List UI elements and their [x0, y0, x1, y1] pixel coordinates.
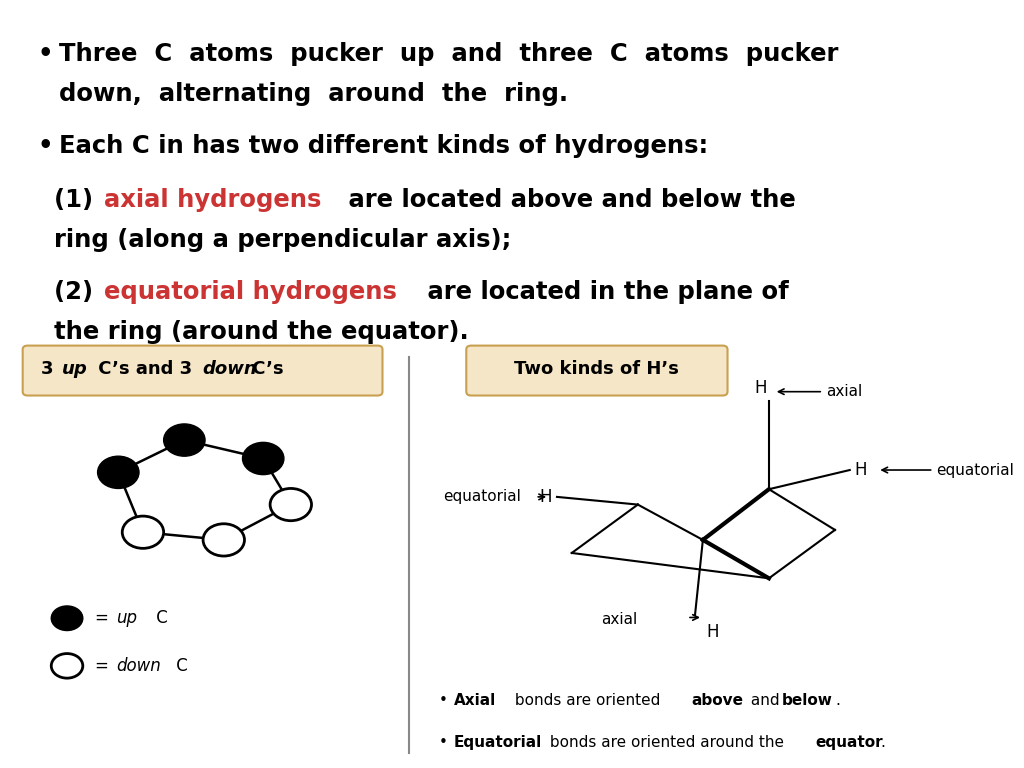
Text: H: H: [540, 488, 552, 506]
Text: up: up: [62, 360, 88, 379]
Text: C: C: [151, 609, 168, 627]
Text: equatorial hydrogens: equatorial hydrogens: [103, 280, 396, 304]
Text: below: below: [781, 693, 833, 708]
Text: Equatorial: Equatorial: [454, 735, 542, 750]
Text: Axial: Axial: [454, 693, 496, 708]
Text: equatorial: equatorial: [937, 462, 1015, 478]
Text: up: up: [117, 609, 137, 627]
Text: Each C in has two different kinds of hydrogens:: Each C in has two different kinds of hyd…: [59, 134, 709, 158]
Text: equatorial: equatorial: [443, 489, 521, 505]
Text: Three  C  atoms  pucker  up  and  three  C  atoms  pucker: Three C atoms pucker up and three C atom…: [59, 42, 839, 66]
Circle shape: [51, 654, 83, 678]
Circle shape: [203, 524, 245, 556]
Text: •: •: [438, 693, 453, 708]
Text: are located in the plane of: are located in the plane of: [419, 280, 788, 304]
Text: C’s: C’s: [247, 360, 284, 379]
Text: are located above and below the: are located above and below the: [340, 188, 796, 212]
Text: C’s and 3: C’s and 3: [92, 360, 198, 379]
Circle shape: [164, 424, 205, 456]
Circle shape: [51, 606, 83, 631]
Text: above: above: [691, 693, 743, 708]
Text: =: =: [94, 657, 114, 675]
Text: ring (along a perpendicular axis);: ring (along a perpendicular axis);: [54, 228, 512, 252]
Text: the ring (around the equator).: the ring (around the equator).: [54, 320, 469, 344]
Text: bonds are oriented around the: bonds are oriented around the: [545, 735, 790, 750]
Text: axial hydrogens: axial hydrogens: [103, 188, 321, 212]
FancyBboxPatch shape: [466, 346, 727, 396]
Text: equator: equator: [815, 735, 883, 750]
Text: Two kinds of H’s: Two kinds of H’s: [514, 360, 679, 379]
Text: H: H: [707, 623, 719, 641]
Text: (2): (2): [54, 280, 101, 304]
Text: H: H: [855, 461, 867, 479]
Text: .: .: [835, 693, 840, 708]
Text: axial: axial: [601, 611, 638, 627]
Text: •: •: [38, 42, 53, 66]
Text: axial: axial: [826, 384, 862, 399]
Circle shape: [122, 516, 164, 548]
Circle shape: [270, 488, 311, 521]
Text: 3: 3: [41, 360, 60, 379]
Text: •: •: [38, 134, 53, 158]
Text: down: down: [202, 360, 257, 379]
Text: C: C: [171, 657, 187, 675]
Text: and: and: [746, 693, 784, 708]
Text: H: H: [755, 379, 767, 397]
Text: down: down: [117, 657, 161, 675]
Text: bonds are oriented: bonds are oriented: [510, 693, 665, 708]
Text: •: •: [438, 735, 453, 750]
Circle shape: [243, 442, 284, 475]
Text: .: .: [881, 735, 885, 750]
Text: =: =: [94, 609, 114, 627]
Text: (1): (1): [54, 188, 101, 212]
FancyBboxPatch shape: [23, 346, 383, 396]
Circle shape: [97, 456, 139, 488]
Text: down,  alternating  around  the  ring.: down, alternating around the ring.: [59, 82, 568, 106]
